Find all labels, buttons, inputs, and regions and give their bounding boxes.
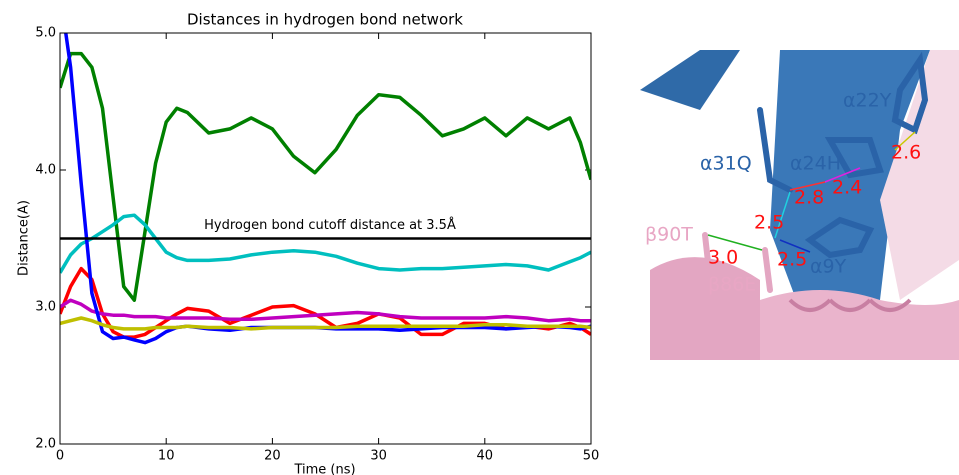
x-tick-label: 10 [158, 449, 175, 464]
distance-label: 2.5 [754, 212, 784, 234]
sheet [770, 50, 930, 310]
series-line [64, 33, 591, 345]
structure-panel: α22Y α31Q α24H α9Y β90T β86E 2.6 2.8 2.4 2.5 2.5 3.… [640, 50, 959, 360]
side-chains [757, 51, 929, 259]
distance-label: 3.0 [708, 247, 738, 269]
side-chains-pink [702, 232, 773, 293]
series-line [60, 51, 591, 302]
distance-label: 2.4 [832, 177, 862, 199]
helix [650, 257, 760, 360]
x-tick-label: 0 [56, 449, 64, 464]
plot-lines [60, 33, 591, 345]
series-line [60, 213, 591, 274]
distance-label: 2.6 [891, 142, 921, 164]
x-axis-label: Time (ns) [293, 463, 355, 475]
bonds [707, 131, 916, 253]
series-line [60, 316, 591, 331]
helix-turns [788, 298, 912, 312]
residue-label: α22Y [843, 90, 892, 112]
y-tick-label: 5.0 [35, 26, 56, 41]
residue-label: α9Y [810, 256, 847, 278]
sheet [640, 50, 740, 110]
y-tick-label: 4.0 [35, 163, 56, 178]
chart-title: Distances in hydrogen bond network [187, 11, 463, 29]
y-tick-label: 2.0 [35, 437, 56, 452]
x-tick-label: 40 [477, 449, 494, 464]
cutoff-label: Hydrogen bond cutoff distance at 3.5Å [204, 217, 456, 233]
x-tick-label: 50 [583, 449, 600, 464]
y-tick-label: 3.0 [35, 300, 56, 315]
residue-label: α24H [790, 153, 841, 175]
plot-frame [59, 32, 592, 445]
distance-label: 2.8 [794, 187, 824, 209]
residue-label: β90T [645, 224, 693, 246]
helix [760, 290, 959, 360]
x-tick-label: 30 [370, 449, 387, 464]
residue-label: α31Q [700, 153, 752, 175]
series-line [60, 298, 591, 323]
distance-label: 2.5 [777, 249, 807, 271]
x-tick-label: 20 [264, 449, 281, 464]
residue-label: β86E [708, 274, 756, 296]
sheet-pink [880, 50, 959, 300]
y-axis-label: Distance(A) [17, 200, 32, 276]
